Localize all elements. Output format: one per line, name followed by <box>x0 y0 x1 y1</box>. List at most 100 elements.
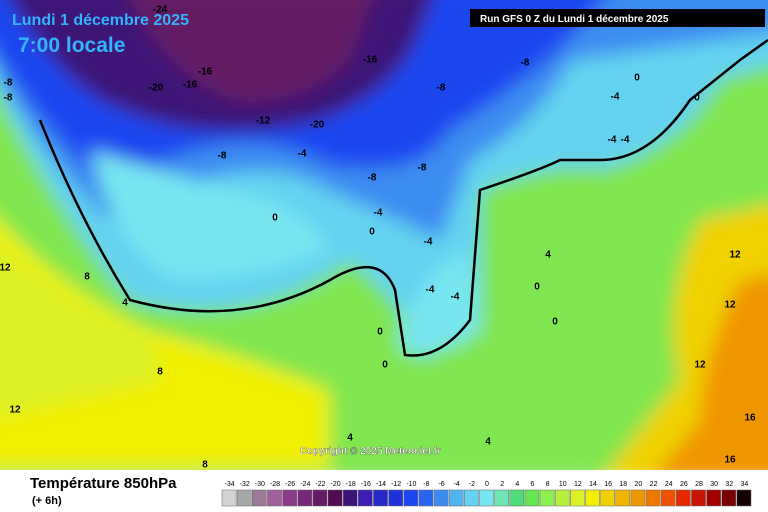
scale-label: -26 <box>285 481 295 488</box>
scale-swatch <box>267 489 282 507</box>
contour-label: -4 <box>611 92 620 103</box>
contour-label: -8 <box>218 151 227 162</box>
scale-swatch <box>373 489 388 507</box>
scale-label: -24 <box>300 481 310 488</box>
scale-swatch <box>524 489 540 507</box>
scale-label: 28 <box>695 481 703 488</box>
contour-label: -8 <box>418 163 427 174</box>
contour-label: -16 <box>198 67 213 78</box>
contour-label: 4 <box>485 437 491 448</box>
scale-label: 16 <box>604 481 612 488</box>
contour-label: -8 <box>4 93 13 104</box>
scale-label: 12 <box>574 481 582 488</box>
scale-label: 30 <box>710 481 718 488</box>
contour-label: 8 <box>157 367 163 378</box>
contour-label: -8 <box>368 173 377 184</box>
scale-swatch <box>570 489 585 507</box>
scale-swatch <box>539 489 555 507</box>
scale-label: -34 <box>225 481 235 488</box>
contour-label: 16 <box>744 413 756 424</box>
contour-label: 4 <box>347 433 353 444</box>
contour-label: -4 <box>426 285 435 296</box>
scale-swatch <box>554 489 570 507</box>
contour-label: 16 <box>724 455 736 466</box>
scale-label: -8 <box>423 481 429 488</box>
contour-label: -16 <box>363 55 378 66</box>
scale-swatch <box>312 489 328 507</box>
scale-label: 6 <box>530 481 534 488</box>
contour-label: 0 <box>634 73 640 84</box>
copyright: Copyright © 2025 Meteociel.fr <box>300 446 441 457</box>
scale-label: 32 <box>725 481 733 488</box>
scale-label: 20 <box>635 481 643 488</box>
scale-swatch <box>464 489 479 507</box>
contour-label: 8 <box>84 272 90 283</box>
contour-label: -4 <box>621 135 630 146</box>
footer-step: (+ 6h) <box>32 495 62 507</box>
scale-label: -4 <box>454 481 460 488</box>
scale-swatch <box>660 489 676 507</box>
footer-title: Température 850hPa <box>30 475 177 492</box>
contour-label: -4 <box>608 135 617 146</box>
contour-label: 0 <box>272 213 278 224</box>
scale-swatch <box>630 489 646 507</box>
scale-swatch <box>342 489 358 507</box>
scale-label: -2 <box>469 481 475 488</box>
contour-label: 4 <box>545 250 551 261</box>
scale-swatch <box>479 489 494 507</box>
temperature-field <box>0 0 768 480</box>
scale-label: 8 <box>546 481 550 488</box>
scale-swatch <box>327 489 343 507</box>
scale-label: -32 <box>240 481 250 488</box>
scale-swatch <box>418 489 434 507</box>
scale-swatch <box>433 489 449 507</box>
contour-label: -4 <box>298 149 307 160</box>
date: Lundi 1 décembre 2025 <box>12 12 189 29</box>
contour-label: -16 <box>183 80 198 91</box>
scale-label: 2 <box>500 481 504 488</box>
scale-swatch <box>388 489 403 507</box>
zero-isotherm <box>38 38 768 357</box>
contour-label: 0 <box>377 327 383 338</box>
contour-label: 0 <box>694 93 700 104</box>
contour-label: -8 <box>4 78 13 89</box>
contour-label: -24 <box>153 5 168 16</box>
scale-label: -18 <box>346 481 356 488</box>
contour-label: -12 <box>256 116 271 127</box>
contour-label: 0 <box>534 282 540 293</box>
run-bg <box>470 9 765 27</box>
scale-swatch <box>676 489 691 507</box>
scale-label: -12 <box>391 481 401 488</box>
scale-label: 22 <box>650 481 658 488</box>
scale-swatch <box>706 489 721 507</box>
scale-swatch <box>221 489 237 507</box>
scale-label: -30 <box>255 481 265 488</box>
scale-swatch <box>403 489 419 507</box>
contour-label: 12 <box>729 250 741 261</box>
scale-swatch <box>615 489 631 507</box>
contour-label: 12 <box>724 300 736 311</box>
contour-label: -20 <box>149 83 164 94</box>
scale-swatch <box>509 489 525 507</box>
scale-swatch <box>282 489 297 507</box>
scale-label: -14 <box>376 481 386 488</box>
contour-label: -4 <box>424 237 433 248</box>
scale-swatch <box>494 489 509 507</box>
contour-label: 0 <box>382 360 388 371</box>
color-scale: -34 -32 -30 -28 -26 -24 -22 -20 -18 -16 -14 -12 -10-… <box>221 481 752 507</box>
scale-swatch <box>358 489 373 507</box>
scale-label: 10 <box>559 481 567 488</box>
contour-label: 0 <box>369 227 375 238</box>
contour-label: 0 <box>552 317 558 328</box>
scale-label: -20 <box>331 481 341 488</box>
scale-swatch <box>448 489 464 507</box>
scale-label: -10 <box>406 481 416 488</box>
scale-label: -22 <box>315 481 325 488</box>
scale-swatch <box>236 489 252 507</box>
contour-label: -20 <box>310 120 325 131</box>
run: Run GFS 0 Z du Lundi 1 décembre 2025 <box>480 14 669 25</box>
contour-label: 12 <box>0 263 11 274</box>
scale-label: -6 <box>438 481 444 488</box>
scale-label: 34 <box>741 481 749 488</box>
